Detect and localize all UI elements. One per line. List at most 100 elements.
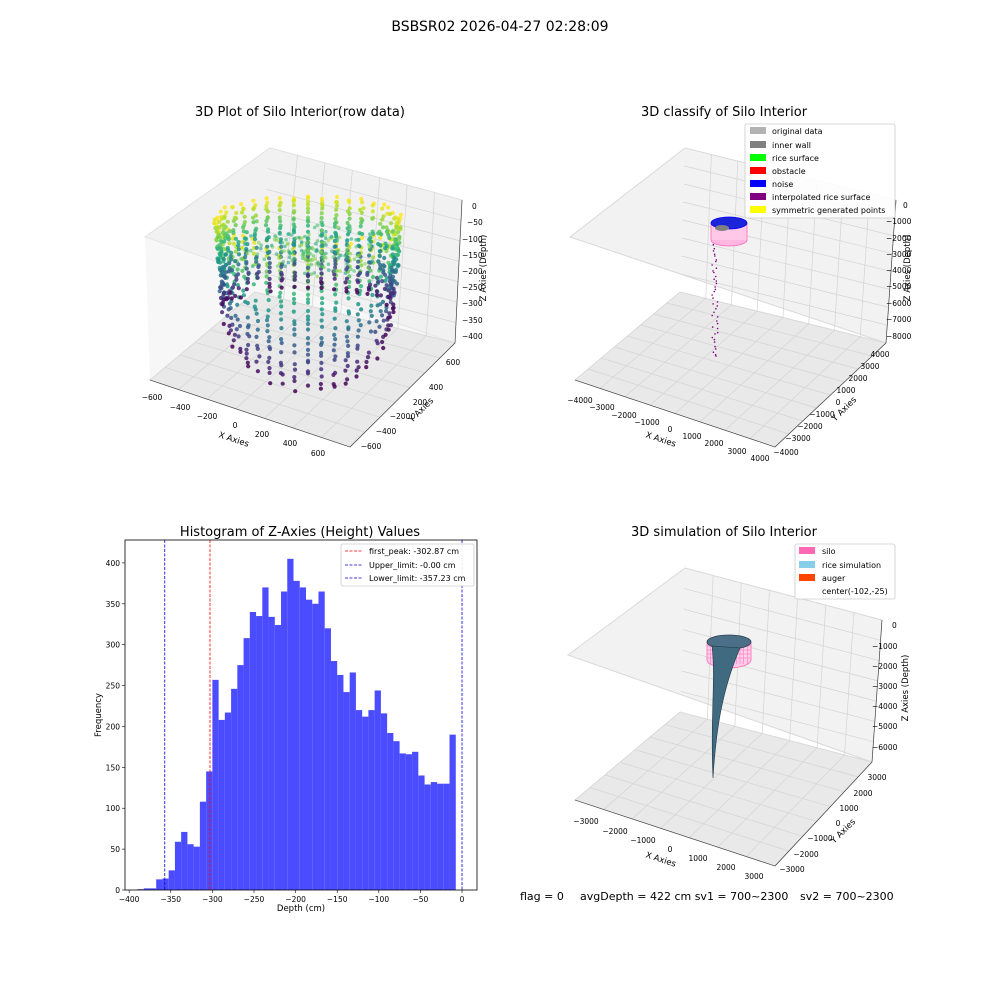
scatter-point xyxy=(361,206,366,211)
scatter-point xyxy=(398,212,403,217)
scatter-point xyxy=(305,223,311,228)
scatter-point xyxy=(236,247,241,252)
scatter-point xyxy=(251,251,256,256)
scatter-point xyxy=(386,323,391,328)
scatter-point xyxy=(320,228,325,233)
scatter-point xyxy=(292,375,297,380)
scatter-point xyxy=(246,271,251,276)
scatter-point xyxy=(387,279,392,284)
scatter-point xyxy=(266,339,271,344)
scatter-point xyxy=(267,265,272,270)
scatter-point xyxy=(370,259,374,264)
scatter-point xyxy=(378,274,383,279)
scatter-point xyxy=(219,223,225,228)
classify-ytick-5: −1000 xyxy=(809,410,835,419)
scatter-point xyxy=(347,206,352,211)
scatter-point xyxy=(283,244,287,249)
scatter-point xyxy=(245,315,250,320)
scatter-point xyxy=(320,312,325,317)
interpolated-point xyxy=(712,297,714,299)
scatter-point xyxy=(293,274,298,279)
scatter-point xyxy=(263,223,269,228)
scatter-point xyxy=(359,263,364,268)
hist-ytick-label: 350 xyxy=(106,600,121,609)
interpolated-point xyxy=(715,259,718,261)
raw-title: 3D Plot of Silo Interior(row data) xyxy=(195,105,405,120)
sim-title: 3D simulation of Silo Interior xyxy=(631,525,818,540)
scatter-point xyxy=(368,329,374,334)
hist-ytick-label: 300 xyxy=(106,641,121,650)
classify-ztick-4: −4000 xyxy=(886,266,912,275)
interpolated-point xyxy=(713,247,716,250)
hist-bar xyxy=(343,692,350,890)
scatter-point xyxy=(391,302,396,307)
scatter-point xyxy=(354,374,359,379)
interpolated-point xyxy=(716,316,719,318)
scatter-point xyxy=(305,273,311,279)
scatter-point xyxy=(244,266,249,271)
classify-legend-label-2: rice surface xyxy=(772,154,819,163)
scatter-point xyxy=(254,359,259,364)
raw-zlabel: Z Axies (Depth) xyxy=(479,235,489,302)
scatter-point xyxy=(278,290,283,295)
classify-ztick-1: −1000 xyxy=(886,217,912,226)
scatter-point xyxy=(345,261,349,266)
grid-line xyxy=(749,336,861,439)
sim-xtick-1: −2000 xyxy=(602,827,628,836)
grid-line xyxy=(321,335,427,438)
scatter-point xyxy=(239,202,244,207)
scatter-point xyxy=(320,206,325,211)
scatter-point xyxy=(305,202,311,207)
scatter-point xyxy=(378,309,383,314)
grid-line xyxy=(640,324,845,383)
scatter-point xyxy=(374,292,380,298)
scatter-point xyxy=(228,254,233,259)
scatter-point xyxy=(278,219,283,224)
scatter-point xyxy=(241,225,246,230)
scatter-point xyxy=(305,317,311,322)
grid-line xyxy=(604,774,803,837)
grid-line xyxy=(660,733,763,829)
scatter-point xyxy=(241,293,246,298)
scatter-point xyxy=(249,248,253,253)
scatter-point xyxy=(320,301,325,306)
hist-bar xyxy=(206,771,213,890)
scatter-point xyxy=(319,244,324,249)
grid-line xyxy=(397,185,408,329)
scatter-point xyxy=(382,264,387,269)
panel-raw-data: 3D Plot of Silo Interior(row data) −600 … xyxy=(142,105,489,458)
sim-ztick-3: −3000 xyxy=(872,682,898,691)
scatter-point xyxy=(229,250,234,255)
grid-line xyxy=(224,316,426,374)
scatter-point xyxy=(223,252,228,257)
scatter-point xyxy=(230,285,235,290)
scatter-point xyxy=(215,215,220,220)
scatter-point xyxy=(332,342,337,347)
scatter-point xyxy=(344,286,349,291)
scatter-point xyxy=(251,220,256,225)
scatter-point xyxy=(318,386,323,391)
scatter-point xyxy=(238,349,243,354)
classify-xtick-5: 1000 xyxy=(682,432,701,441)
scatter-point xyxy=(359,220,364,225)
scatter-point xyxy=(367,242,371,246)
interpolated-point xyxy=(714,286,716,288)
classify-z-axis-line xyxy=(885,199,897,344)
raw-ztick-3: −150 xyxy=(462,251,483,260)
hist-ytick-label: 200 xyxy=(106,722,121,731)
scatter-point xyxy=(249,234,253,238)
scatter-point xyxy=(305,285,311,290)
scatter-point xyxy=(278,299,284,304)
scatter-point xyxy=(395,252,401,257)
scatter-point xyxy=(253,298,258,303)
scatter-point xyxy=(333,265,338,270)
sim-legend-label-0: silo xyxy=(822,547,836,556)
scatter-point xyxy=(234,210,239,216)
scatter-point xyxy=(360,231,365,237)
hist-bar xyxy=(237,665,244,890)
scatter-point xyxy=(319,307,324,312)
hist-bar xyxy=(437,783,444,890)
scatter-point xyxy=(366,287,372,292)
scatter-point xyxy=(315,248,319,253)
scatter-point xyxy=(262,257,267,262)
